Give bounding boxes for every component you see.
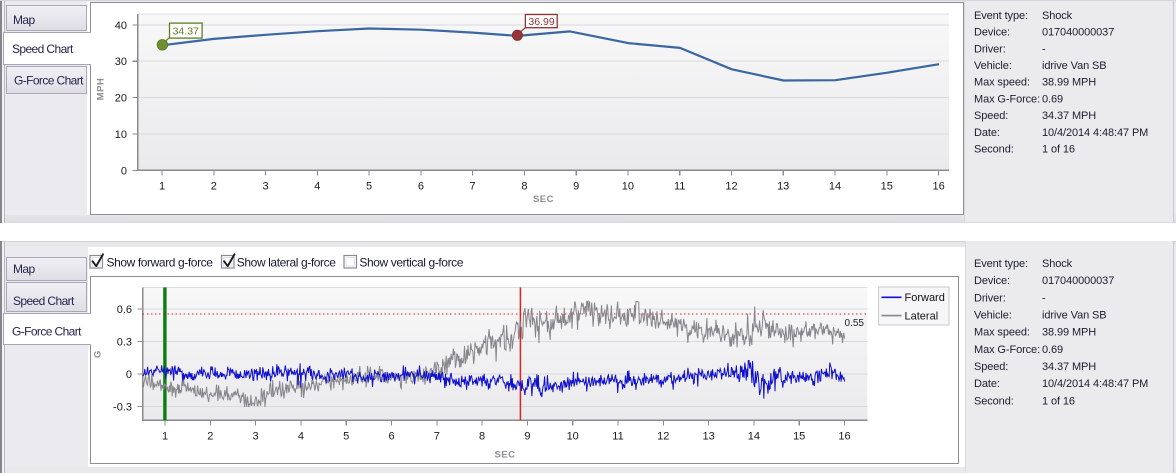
svg-text:30: 30 xyxy=(115,56,127,68)
svg-text:16: 16 xyxy=(838,431,850,443)
svg-text:Speed Chart: Speed Chart xyxy=(12,42,74,56)
svg-text:38.99 MPH: 38.99 MPH xyxy=(1042,77,1096,89)
svg-text:Max G-Force:: Max G-Force: xyxy=(974,344,1040,356)
svg-text:Max G-Force:: Max G-Force: xyxy=(974,93,1040,105)
svg-text:12: 12 xyxy=(725,181,737,193)
svg-text:Event type:: Event type: xyxy=(974,10,1028,22)
svg-text:36.99: 36.99 xyxy=(528,16,554,28)
svg-text:8: 8 xyxy=(521,181,527,193)
svg-text:11: 11 xyxy=(674,181,685,193)
svg-text:34.37 MPH: 34.37 MPH xyxy=(1042,361,1096,373)
svg-text:Speed Chart: Speed Chart xyxy=(13,294,75,308)
svg-text:Event type:: Event type: xyxy=(974,258,1028,270)
svg-text:5: 5 xyxy=(366,181,372,193)
svg-text:1: 1 xyxy=(162,431,168,443)
svg-text:G-Force Chart: G-Force Chart xyxy=(12,325,82,339)
svg-text:idrive Van SB: idrive Van SB xyxy=(1042,309,1107,321)
svg-text:3: 3 xyxy=(253,431,259,443)
svg-text:Vehicle:: Vehicle: xyxy=(974,309,1012,321)
svg-text:10: 10 xyxy=(622,181,634,193)
svg-text:-: - xyxy=(1042,292,1046,304)
svg-text:Shock: Shock xyxy=(1042,258,1073,270)
svg-text:38.99 MPH: 38.99 MPH xyxy=(1042,327,1096,339)
svg-text:10: 10 xyxy=(567,431,579,443)
svg-text:Show forward g-force: Show forward g-force xyxy=(107,255,214,269)
svg-text:1: 1 xyxy=(159,181,165,193)
svg-text:5: 5 xyxy=(343,431,349,443)
svg-text:Max speed:: Max speed: xyxy=(974,327,1030,339)
svg-text:34.37 MPH: 34.37 MPH xyxy=(1042,110,1096,122)
svg-text:0.55: 0.55 xyxy=(845,318,865,329)
svg-text:8: 8 xyxy=(479,431,485,443)
svg-text:13: 13 xyxy=(702,431,714,443)
svg-text:9: 9 xyxy=(524,431,530,443)
svg-text:10/4/2014 4:48:47 PM: 10/4/2014 4:48:47 PM xyxy=(1042,127,1148,139)
svg-text:34.37: 34.37 xyxy=(173,26,199,38)
svg-text:-: - xyxy=(1042,43,1046,55)
svg-text:Map: Map xyxy=(13,262,35,276)
svg-text:2: 2 xyxy=(211,181,217,193)
svg-text:7: 7 xyxy=(470,181,476,193)
svg-text:7: 7 xyxy=(434,431,440,443)
svg-text:10: 10 xyxy=(115,129,127,141)
svg-text:Driver:: Driver: xyxy=(974,292,1006,304)
svg-text:017040000037: 017040000037 xyxy=(1042,27,1114,39)
svg-text:10/4/2014 4:48:47 PM: 10/4/2014 4:48:47 PM xyxy=(1042,378,1148,390)
svg-text:Show lateral g-force: Show lateral g-force xyxy=(237,255,336,269)
svg-text:Forward: Forward xyxy=(905,292,945,304)
svg-text:SEC: SEC xyxy=(533,194,554,205)
svg-text:G: G xyxy=(93,350,104,358)
svg-text:9: 9 xyxy=(573,181,579,193)
svg-text:40: 40 xyxy=(115,20,127,32)
svg-text:-0.3: -0.3 xyxy=(113,402,132,414)
svg-text:idrive Van SB: idrive Van SB xyxy=(1042,60,1107,72)
svg-text:Vehicle:: Vehicle: xyxy=(974,60,1012,72)
svg-text:Second:: Second: xyxy=(974,144,1014,156)
svg-text:G-Force Chart: G-Force Chart xyxy=(14,73,84,87)
svg-text:Speed:: Speed: xyxy=(974,110,1008,122)
svg-text:16: 16 xyxy=(932,181,944,193)
svg-text:4: 4 xyxy=(314,181,320,193)
svg-text:MPH: MPH xyxy=(96,78,107,101)
svg-text:1 of 16: 1 of 16 xyxy=(1042,144,1075,156)
svg-text:Driver:: Driver: xyxy=(974,43,1006,55)
svg-text:11: 11 xyxy=(612,431,623,443)
svg-text:0.69: 0.69 xyxy=(1042,344,1063,356)
svg-text:14: 14 xyxy=(829,181,841,193)
svg-text:017040000037: 017040000037 xyxy=(1042,275,1114,287)
svg-text:0.6: 0.6 xyxy=(117,304,132,316)
svg-text:4: 4 xyxy=(298,431,304,443)
svg-text:Max speed:: Max speed: xyxy=(974,77,1030,89)
svg-text:6: 6 xyxy=(388,431,394,443)
svg-text:6: 6 xyxy=(418,181,424,193)
svg-text:SEC: SEC xyxy=(494,450,515,461)
svg-text:Device:: Device: xyxy=(974,27,1010,39)
svg-text:2: 2 xyxy=(207,431,213,443)
svg-text:20: 20 xyxy=(115,93,127,105)
svg-text:Date:: Date: xyxy=(974,127,1000,139)
svg-text:Second:: Second: xyxy=(974,395,1014,407)
svg-text:15: 15 xyxy=(881,181,893,193)
svg-text:0: 0 xyxy=(121,165,127,177)
svg-text:Map: Map xyxy=(13,13,35,27)
svg-text:3: 3 xyxy=(262,181,268,193)
svg-text:0.69: 0.69 xyxy=(1042,93,1063,105)
svg-text:Lateral: Lateral xyxy=(905,311,939,323)
svg-text:Shock: Shock xyxy=(1042,10,1073,22)
svg-text:15: 15 xyxy=(793,431,805,443)
svg-text:12: 12 xyxy=(657,431,669,443)
svg-text:Speed:: Speed: xyxy=(974,361,1008,373)
svg-text:Date:: Date: xyxy=(974,378,1000,390)
svg-text:1 of 16: 1 of 16 xyxy=(1042,395,1075,407)
svg-text:Device:: Device: xyxy=(974,275,1010,287)
svg-text:0: 0 xyxy=(126,369,132,381)
svg-text:0.3: 0.3 xyxy=(117,337,132,349)
svg-text:14: 14 xyxy=(748,431,760,443)
svg-text:13: 13 xyxy=(777,181,789,193)
svg-text:Show vertical g-force: Show vertical g-force xyxy=(359,255,463,269)
